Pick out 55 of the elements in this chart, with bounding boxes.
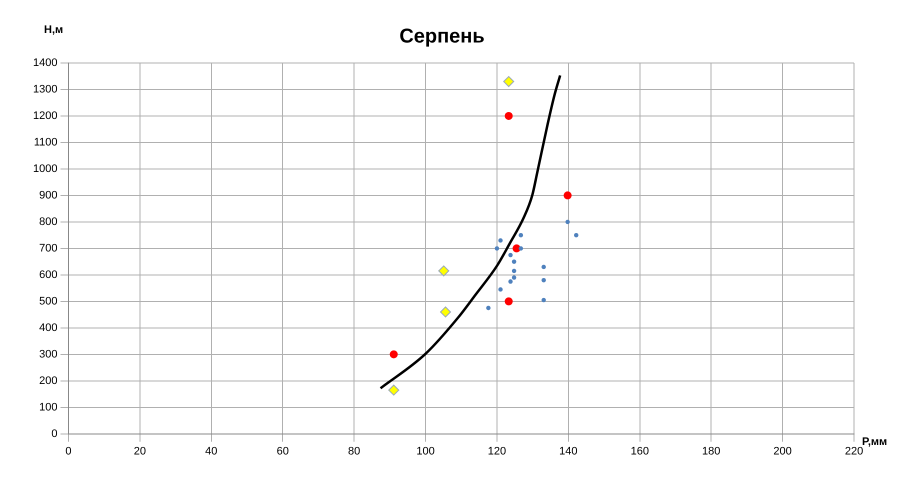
point [390,350,398,358]
y-tick-label: 100 [39,401,58,414]
x-tick-label: 40 [205,445,218,458]
point [503,76,514,88]
x-tick-label: 120 [488,445,506,458]
y-tick-label: 700 [39,242,58,254]
x-tick-label: 60 [276,445,289,458]
y-tick-label: 0 [51,428,58,440]
y-axis-title: Н,м [44,24,64,36]
y-tick-label: 300 [39,348,58,360]
x-tick-label: 80 [348,445,360,458]
point [494,246,500,251]
y-tick-label: 1000 [32,162,58,175]
point [574,232,578,238]
point [512,259,516,264]
point [564,191,572,200]
point [440,306,452,318]
point [508,252,513,258]
y-tick-label: 1400 [32,57,58,70]
y-tick-label: 900 [39,189,58,202]
x-tick-label: 0 [65,445,72,458]
point [518,232,524,238]
x-tick-label: 200 [773,445,792,458]
x-tick-label: 160 [630,445,649,458]
point [498,287,503,292]
point [498,238,503,243]
point [518,246,524,251]
point [512,275,516,280]
point [486,306,491,310]
point [542,264,546,270]
point [504,112,513,120]
y-tick-label: 1300 [32,84,58,96]
point [388,384,400,396]
x-tick-label: 140 [559,445,578,458]
chart-title: Серпень [399,26,485,48]
y-tick-label: 800 [39,216,58,228]
y-tick-label: 1200 [32,110,58,122]
point [542,278,546,282]
y-tick-label: 200 [39,374,58,387]
point [504,297,513,306]
y-tick-label: 600 [39,268,58,281]
x-axis-title: Р,мм [862,436,888,448]
point [565,220,570,224]
point [508,279,513,284]
point [438,265,450,276]
y-tick-label: 500 [39,295,58,308]
y-tick-label: 1100 [34,136,58,148]
point [512,268,516,274]
x-tick-label: 180 [702,445,720,458]
point [542,298,546,302]
x-tick-label: 20 [134,445,146,458]
line-series [379,74,562,390]
y-tick-label: 400 [39,322,58,334]
x-tick-label: 100 [416,445,435,458]
x-tick-label: 220 [844,445,864,458]
